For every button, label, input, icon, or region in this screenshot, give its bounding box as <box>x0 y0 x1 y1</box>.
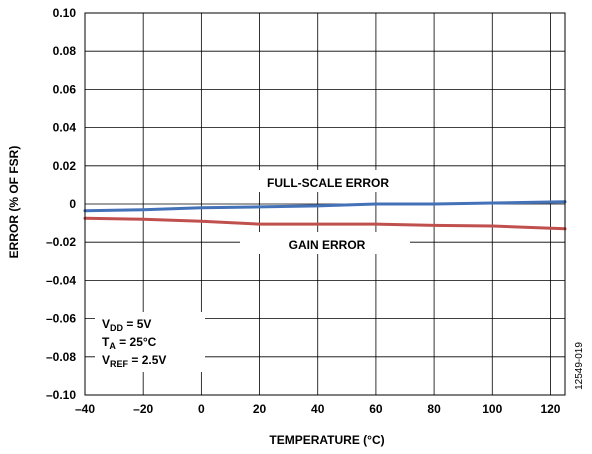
y-tick-label: –0.04 <box>46 273 76 287</box>
figure-id: 12549-019 <box>574 342 585 390</box>
x-tick-labels: –40 –20 0 20 40 60 80 100 120 <box>75 402 561 416</box>
y-tick-label: 0.04 <box>53 121 77 135</box>
full-scale-error-line <box>83 200 567 213</box>
x-tick-label: –20 <box>133 402 153 416</box>
x-tick-label: –40 <box>75 402 95 416</box>
y-tick-label: 0.10 <box>53 6 77 20</box>
x-tick-label: 20 <box>253 402 267 416</box>
plot-frame <box>84 12 566 396</box>
y-tick-label: 0.08 <box>53 44 77 58</box>
series-layer <box>83 200 567 231</box>
x-tick-label: 40 <box>311 402 325 416</box>
conditions-bg <box>95 312 205 372</box>
x-tick-label: 80 <box>427 402 441 416</box>
condition-vref: VREF = 2.5V <box>102 353 166 369</box>
y-tick-label: 0.02 <box>53 159 77 173</box>
y-tick-label: –0.02 <box>46 235 76 249</box>
x-tick-label: 120 <box>540 402 560 416</box>
condition-vdd: VDD = 5V <box>102 317 151 333</box>
x-axis-title: TEMPERATURE (°C) <box>269 433 384 447</box>
gain-error-label: GAIN ERROR <box>289 238 366 252</box>
y-tick-label: 0 <box>69 197 76 211</box>
x-tick-label: 100 <box>482 402 502 416</box>
y-tick-label: –0.08 <box>46 350 76 364</box>
y-tick-label: –0.10 <box>46 388 76 402</box>
y-tick-label: 0.06 <box>53 82 77 96</box>
gain-label-bg <box>240 232 410 254</box>
y-tick-labels: 0.10 0.08 0.06 0.04 0.02 0 –0.02 –0.04 –0.06 –0.0… <box>46 6 76 402</box>
x-tick-label: 0 <box>198 402 205 416</box>
gain-error-line <box>83 216 567 231</box>
x-tick-label: 60 <box>369 402 383 416</box>
grid <box>84 12 565 396</box>
y-tick-label: –0.06 <box>46 312 76 326</box>
condition-ta: TA = 25°C <box>102 335 157 351</box>
full-scale-error-label: FULL-SCALE ERROR <box>267 176 389 190</box>
full-scale-label-bg <box>234 170 416 192</box>
y-axis-title: ERROR (% OF FSR) <box>7 146 21 259</box>
